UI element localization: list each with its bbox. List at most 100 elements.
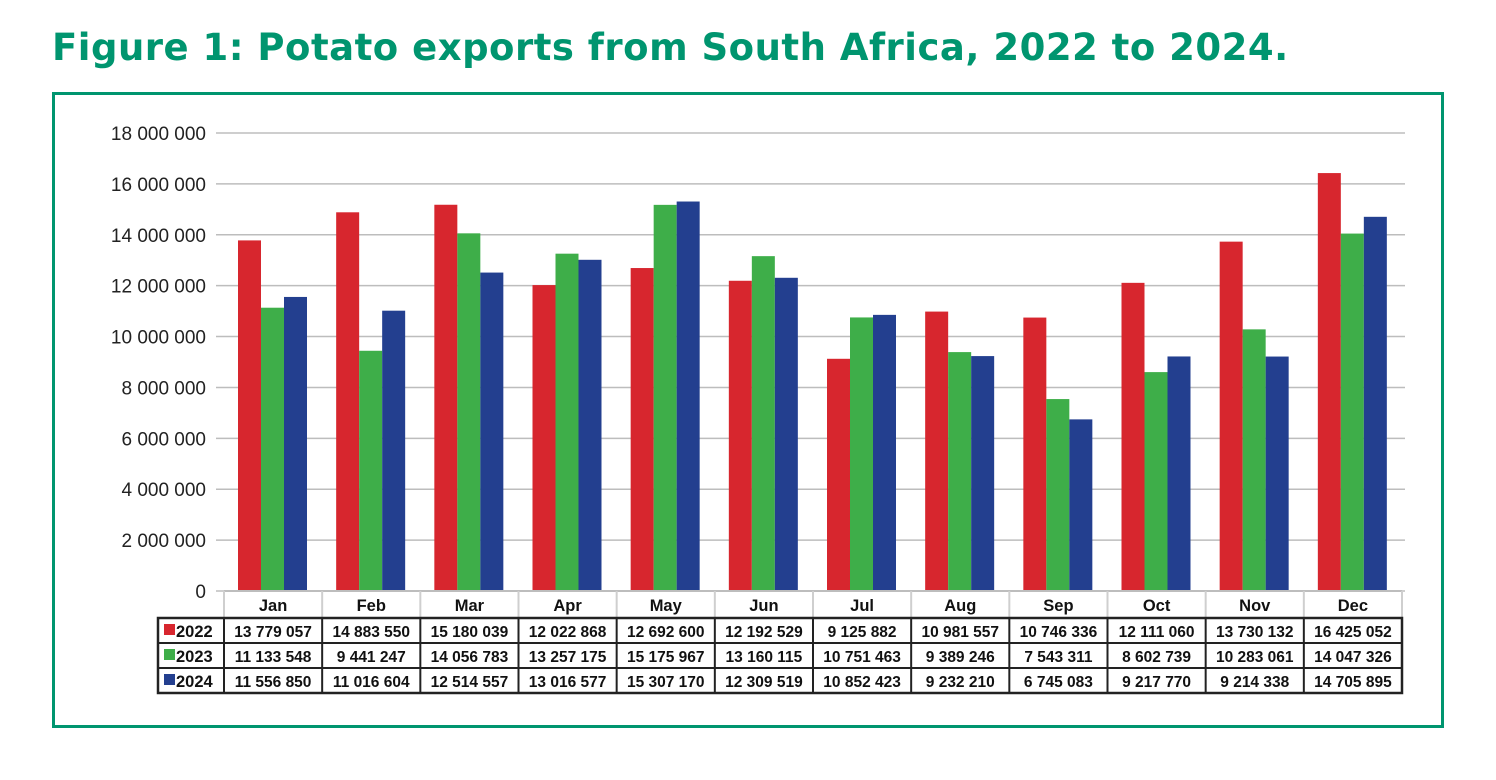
data-label: 10 852 423 <box>823 674 901 691</box>
data-label: 13 257 175 <box>529 649 607 666</box>
bar-2024-jul <box>873 314 896 591</box>
bar-2022-jul <box>827 358 850 591</box>
bar-2024-may <box>676 201 700 591</box>
data-label: 12 111 060 <box>1119 624 1195 641</box>
bar-2024-feb <box>382 310 406 591</box>
bar-2023-dec <box>1340 233 1364 591</box>
bar-2024-nov <box>1265 356 1289 591</box>
data-label: 13 016 577 <box>529 674 607 691</box>
data-label: 13 730 132 <box>1216 624 1294 641</box>
y-tick-label: 2 000 000 <box>121 531 206 552</box>
data-label: 6 745 083 <box>1024 674 1093 691</box>
y-tick-label: 10 000 000 <box>111 328 206 349</box>
data-label: 10 751 463 <box>823 649 901 666</box>
data-label: 10 283 061 <box>1216 649 1294 666</box>
data-label: 12 022 868 <box>529 624 607 641</box>
bar-2024-apr <box>578 259 602 591</box>
bar-2023-nov <box>1242 329 1266 591</box>
data-label: 11 133 548 <box>235 649 312 666</box>
legend-swatch-2023 <box>164 649 175 660</box>
bar-2024-oct <box>1167 356 1191 591</box>
x-tick-label: Aug <box>944 597 976 615</box>
y-tick-label: 14 000 000 <box>111 226 206 247</box>
bar-2023-mar <box>457 233 481 592</box>
x-tick-label: Jun <box>749 597 778 615</box>
bar-2023-aug <box>948 352 972 591</box>
legend-swatch-2024 <box>164 674 175 685</box>
legend-label: 2023 <box>176 648 213 666</box>
bar-2022-nov <box>1219 241 1243 592</box>
bar-2023-oct <box>1144 372 1168 591</box>
y-tick-label: 8 000 000 <box>121 378 206 399</box>
bar-2023-sep <box>1046 399 1070 591</box>
data-label: 9 125 882 <box>828 624 897 641</box>
x-tick-label: Feb <box>357 597 386 615</box>
data-label: 13 160 115 <box>726 649 803 666</box>
bar-2022-dec <box>1317 173 1341 591</box>
data-label: 14 705 895 <box>1314 674 1392 691</box>
x-tick-label: Nov <box>1239 597 1271 615</box>
data-label: 15 180 039 <box>431 624 509 641</box>
data-label: 12 514 557 <box>431 674 509 691</box>
x-tick-label: Mar <box>455 597 485 615</box>
data-label: 13 779 057 <box>234 624 312 641</box>
bar-2022-jan <box>238 240 261 592</box>
bar-2022-mar <box>434 204 458 592</box>
data-label: 12 309 519 <box>725 674 803 691</box>
bar-2023-jan <box>261 307 284 591</box>
data-label: 9 232 210 <box>926 674 995 691</box>
y-tick-label: 18 000 000 <box>111 124 206 145</box>
data-label: 9 217 770 <box>1122 674 1191 691</box>
bar-2024-jun <box>774 277 798 591</box>
bar-2024-sep <box>1069 419 1093 591</box>
data-label: 14 056 783 <box>431 649 509 666</box>
bar-2023-apr <box>555 253 579 592</box>
y-tick-label: 12 000 000 <box>111 277 206 298</box>
data-label: 14 047 326 <box>1314 649 1392 666</box>
data-label: 9 214 338 <box>1220 674 1289 691</box>
data-label: 9 441 247 <box>337 649 406 666</box>
bar-2022-oct <box>1121 282 1145 591</box>
data-label: 10 746 336 <box>1020 624 1098 641</box>
bar-2023-may <box>653 204 677 591</box>
legend-label: 2024 <box>176 673 214 691</box>
data-label: 11 556 850 <box>235 674 312 691</box>
bar-2024-aug <box>971 356 995 591</box>
data-label: 12 692 600 <box>627 624 705 641</box>
data-label: 11 016 604 <box>333 674 410 691</box>
bar-2024-mar <box>480 272 504 591</box>
x-tick-label: Sep <box>1043 597 1073 615</box>
bar-2024-jan <box>284 296 307 591</box>
figure-title: Figure 1: Potato exports from South Afri… <box>52 26 1289 69</box>
bar-2024-dec <box>1363 216 1387 592</box>
y-tick-label: 16 000 000 <box>111 175 206 196</box>
data-label: 12 192 529 <box>725 624 803 641</box>
x-tick-label: Jul <box>850 597 874 615</box>
data-label: 15 307 170 <box>627 674 705 691</box>
y-tick-label: 6 000 000 <box>121 429 206 450</box>
bar-2022-apr <box>532 285 556 591</box>
bar-2022-feb <box>336 212 360 592</box>
x-tick-label: May <box>650 597 683 615</box>
legend-swatch-2022 <box>164 624 175 635</box>
x-tick-label: Apr <box>553 597 582 615</box>
bar-2023-jul <box>850 317 873 591</box>
x-tick-label: Dec <box>1338 597 1368 615</box>
y-tick-label: 4 000 000 <box>121 480 206 501</box>
bar-2022-sep <box>1023 317 1047 591</box>
data-label: 15 175 967 <box>627 649 705 666</box>
bar-2022-may <box>630 268 654 591</box>
legend-label: 2022 <box>176 623 213 641</box>
y-tick-label: 0 <box>195 582 206 603</box>
x-tick-label: Jan <box>259 597 287 615</box>
data-label: 16 425 052 <box>1314 624 1392 641</box>
x-tick-label: Oct <box>1143 597 1171 615</box>
data-label: 7 543 311 <box>1024 649 1092 666</box>
data-label: 9 389 246 <box>926 649 995 666</box>
bar-2023-feb <box>359 350 383 591</box>
data-label: 14 883 550 <box>332 624 410 641</box>
data-label: 10 981 557 <box>921 624 999 641</box>
data-label: 8 602 739 <box>1122 649 1191 666</box>
bar-2023-jun <box>751 256 775 591</box>
